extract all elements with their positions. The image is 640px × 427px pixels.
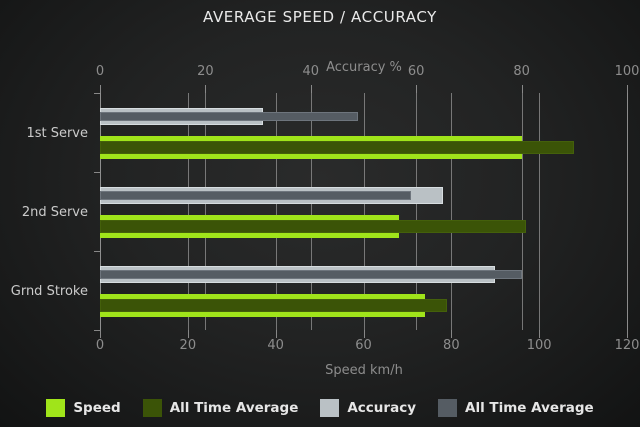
bar-speed-all-time-average-2nd-serve <box>100 220 526 233</box>
bar-accuracy-all-time-average-1st-serve <box>100 112 359 121</box>
gridline-speed-100 <box>539 93 541 330</box>
top-tick-label-20: 20 <box>197 64 214 79</box>
legend-swatch-accuracy-all-time-average <box>438 399 457 417</box>
gridline-speed-40 <box>275 93 277 330</box>
top-tick-label-80: 80 <box>513 64 530 79</box>
legend-label-speed-all-time-average: All Time Average <box>169 400 299 416</box>
top-tick-0 <box>100 85 101 93</box>
gridline-speed-60 <box>363 93 365 330</box>
legend-item-speed-all-time-average: All Time Average <box>142 399 299 417</box>
category-label-2nd-serve: 2nd Serve <box>21 204 88 220</box>
legend-item-accuracy-all-time-average: All Time Average <box>438 399 594 417</box>
top-tick-label-40: 40 <box>302 64 320 79</box>
bar-accuracy-all-time-average-2nd-serve <box>100 191 411 200</box>
top-tick-80 <box>521 85 523 93</box>
gridline-accuracy-80 <box>521 93 523 330</box>
y-axis-tick-0 <box>94 93 100 94</box>
gridline-accuracy-40 <box>310 93 312 330</box>
category-label-1st-serve: 1st Serve <box>26 125 88 141</box>
gridline-accuracy-100 <box>627 93 628 330</box>
legend-item-accuracy: Accuracy <box>320 399 416 417</box>
bottom-tick-100 <box>539 330 541 338</box>
legend-label-accuracy-all-time-average: All Time Average <box>465 400 594 416</box>
y-axis-tick-3 <box>94 330 100 331</box>
bottom-tick-120 <box>627 330 628 338</box>
bottom-tick-label-100: 100 <box>526 338 552 353</box>
top-axis-label: Accuracy % <box>326 60 402 75</box>
top-tick-100 <box>627 85 628 93</box>
top-tick-40 <box>310 85 312 93</box>
bottom-tick-label-40: 40 <box>267 338 284 353</box>
gridline-speed-20 <box>187 93 189 330</box>
bottom-tick-label-80: 80 <box>443 338 460 353</box>
y-axis-tick-2 <box>94 251 100 252</box>
top-tick-60 <box>416 85 418 93</box>
bottom-tick-80 <box>451 330 453 338</box>
bottom-tick-label-60: 60 <box>355 338 372 353</box>
legend-label-accuracy: Accuracy <box>347 400 416 416</box>
chart-title: AVERAGE SPEED / ACCURACY <box>203 8 437 26</box>
bottom-tick-0 <box>100 330 101 338</box>
y-axis-tick-1 <box>94 172 100 173</box>
legend-item-speed: Speed <box>46 399 121 417</box>
legend-swatch-speed-all-time-average <box>142 399 162 417</box>
bottom-tick-label-120: 120 <box>614 338 640 353</box>
bar-speed-all-time-average-grnd-stroke <box>100 299 447 312</box>
legend: Speed All Time Average Accuracy All Time Av… <box>0 396 640 420</box>
top-tick-20 <box>205 85 207 93</box>
bottom-tick-label-20: 20 <box>179 338 197 353</box>
top-tick-label-0: 0 <box>95 64 105 79</box>
legend-swatch-speed <box>46 399 66 417</box>
bottom-tick-40 <box>275 330 277 338</box>
gridline-speed-80 <box>451 93 453 330</box>
y-axis-line <box>100 93 101 330</box>
legend-swatch-accuracy <box>320 399 340 417</box>
bottom-tick-20 <box>187 330 189 338</box>
bottom-tick-60 <box>363 330 365 338</box>
gridline-accuracy-60 <box>416 93 418 330</box>
bottom-axis-label: Speed km/h <box>325 363 403 378</box>
category-label-grnd-stroke: Grnd Stroke <box>10 283 88 299</box>
bar-accuracy-all-time-average-grnd-stroke <box>100 270 522 279</box>
top-tick-label-60: 60 <box>407 64 425 79</box>
gridline-accuracy-20 <box>205 93 207 330</box>
legend-label-speed: Speed <box>73 400 121 416</box>
bar-speed-all-time-average-1st-serve <box>100 141 575 154</box>
top-tick-label-100: 100 <box>614 64 640 79</box>
bottom-tick-label-0: 0 <box>95 338 105 353</box>
